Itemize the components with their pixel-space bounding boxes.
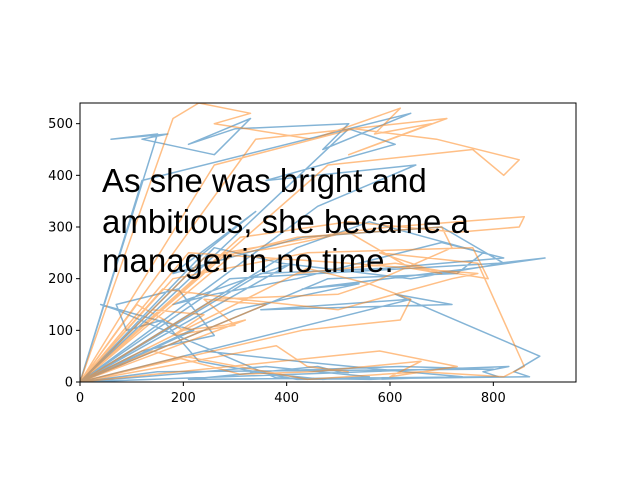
annotation-line-2: ambitious, she became a — [102, 203, 470, 240]
x-tick-label: 200 — [171, 391, 196, 406]
series-line-1 — [80, 112, 546, 382]
x-axis: 0 200 400 600 800 — [76, 382, 506, 406]
x-tick-label: 400 — [274, 391, 299, 406]
y-tick-label: 100 — [48, 324, 73, 339]
plot-area-frame — [79, 102, 577, 383]
y-tick-label: 500 — [48, 117, 73, 132]
annotation-line-1: As she was bright and — [102, 162, 427, 199]
annotation-line-3: manager in no time. — [102, 242, 394, 279]
series-layer — [80, 103, 546, 382]
text-annotation: As she was bright and ambitious, she bec… — [102, 162, 470, 279]
x-tick-label: 800 — [481, 391, 506, 406]
y-tick-label: 0 — [65, 376, 73, 391]
y-axis: 0 100 200 300 400 500 — [48, 117, 80, 391]
y-tick-label: 400 — [48, 169, 73, 184]
x-tick-label: 0 — [76, 391, 84, 406]
y-tick-label: 200 — [48, 272, 73, 287]
y-tick-label: 300 — [48, 221, 73, 236]
series-line-2 — [80, 103, 526, 382]
x-tick-label: 600 — [378, 391, 403, 406]
